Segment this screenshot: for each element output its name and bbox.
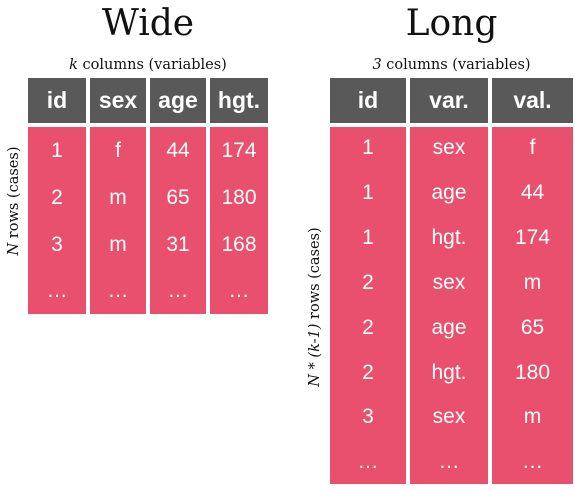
long-column-body: 1 1 1 2 2 2 3 … — [330, 127, 406, 484]
long-rows-label-var: N * (k-1) — [307, 323, 323, 387]
long-header-cell: val. — [492, 78, 573, 123]
wide-column-0: id 1 2 3 … — [28, 78, 86, 314]
long-column-body: f 44 174 m 65 180 m … — [492, 127, 573, 484]
wide-column-body: f m m … — [90, 127, 146, 314]
long-column-2: val. f 44 174 m 65 180 m … — [492, 78, 573, 484]
long-header-cell: id — [330, 78, 406, 123]
long-cell: 1 — [362, 181, 374, 204]
long-title: Long — [405, 3, 498, 44]
wide-column-body: 174 180 168 … — [210, 127, 268, 314]
long-cell: m — [523, 405, 542, 428]
long-cell: … — [522, 450, 543, 473]
long-column-body: sex age hgt. sex age hgt. sex … — [410, 127, 488, 484]
wide-column-3: hgt. 174 180 168 … — [210, 78, 268, 314]
wide-cell: 168 — [221, 233, 257, 256]
wide-header-cell: age — [150, 78, 206, 123]
long-cell: age — [431, 316, 467, 339]
wide-column-2: age 44 65 31 … — [150, 78, 206, 314]
wide-subtitle-rest: columns (variables) — [77, 57, 227, 73]
wide-title: Wide — [101, 3, 195, 44]
wide-subtitle-var: k — [69, 57, 78, 73]
long-cell: 3 — [362, 405, 374, 428]
wide-cell: m — [109, 186, 127, 209]
long-subtitle: 3 columns (variables) — [330, 55, 573, 75]
long-cell: hgt. — [431, 226, 467, 249]
wide-cell: 180 — [221, 186, 257, 209]
long-subtitle-var: 3 — [372, 57, 382, 73]
wide-cell: 174 — [221, 139, 257, 162]
wide-cell: 2 — [51, 186, 63, 209]
wide-rows-label-var: N — [6, 242, 22, 256]
long-cell: sex — [432, 405, 466, 428]
long-cell: 65 — [520, 316, 545, 339]
long-cell: 2 — [362, 271, 374, 294]
long-cell: 44 — [520, 181, 545, 204]
wide-cell: f — [115, 139, 121, 162]
long-cell: m — [523, 271, 542, 294]
wide-table: id 1 2 3 … sex f m m … age 44 65 31 … hgt. 174 180 168 … — [28, 78, 268, 314]
wide-column-body: 44 65 31 … — [150, 127, 206, 314]
long-cell: 1 — [362, 136, 374, 159]
long-cell: 1 — [362, 226, 374, 249]
long-cell: 174 — [514, 226, 551, 249]
wide-cell: 44 — [166, 139, 190, 162]
long-cell: f — [529, 136, 536, 159]
long-header-cell: var. — [410, 78, 488, 123]
wide-column-1: sex f m m … — [90, 78, 146, 314]
wide-header-cell: id — [28, 78, 86, 123]
wide-cell: … — [167, 279, 189, 302]
wide-rows-label-rest: rows (cases) — [6, 146, 22, 243]
wide-cell: … — [46, 279, 68, 302]
wide-column-body: 1 2 3 … — [28, 127, 86, 314]
wide-cell: 1 — [51, 139, 63, 162]
wide-header-cell: hgt. — [210, 78, 268, 123]
long-cell: age — [431, 181, 467, 204]
long-column-1: var. sex age hgt. sex age hgt. sex … — [410, 78, 488, 484]
wide-rows-label: N rows (cases) — [6, 131, 26, 271]
wide-cell: m — [109, 233, 127, 256]
wide-cell: … — [228, 279, 250, 302]
long-cell: 180 — [514, 361, 551, 384]
wide-cell: 31 — [166, 233, 190, 256]
long-cell: … — [438, 450, 460, 473]
long-cell: 2 — [362, 316, 374, 339]
long-cell: hgt. — [431, 361, 467, 384]
wide-cell: … — [107, 279, 129, 302]
long-rows-label-rest: rows (cases) — [307, 227, 323, 324]
long-rows-label: N * (k-1) rows (cases) — [307, 212, 327, 402]
long-cell: … — [357, 450, 379, 473]
wide-cell: 65 — [166, 186, 190, 209]
wide-header-cell: sex — [90, 78, 146, 123]
wide-subtitle: k columns (variables) — [28, 55, 268, 75]
long-cell: sex — [432, 136, 466, 159]
long-cell: sex — [432, 271, 466, 294]
long-column-0: id 1 1 1 2 2 2 3 … — [330, 78, 406, 484]
wide-cell: 3 — [51, 233, 63, 256]
long-subtitle-rest: columns (variables) — [381, 57, 531, 73]
long-table: id 1 1 1 2 2 2 3… var. sex age hgt. sex age hgt. sex… va… — [330, 78, 573, 484]
long-cell: 2 — [362, 361, 374, 384]
